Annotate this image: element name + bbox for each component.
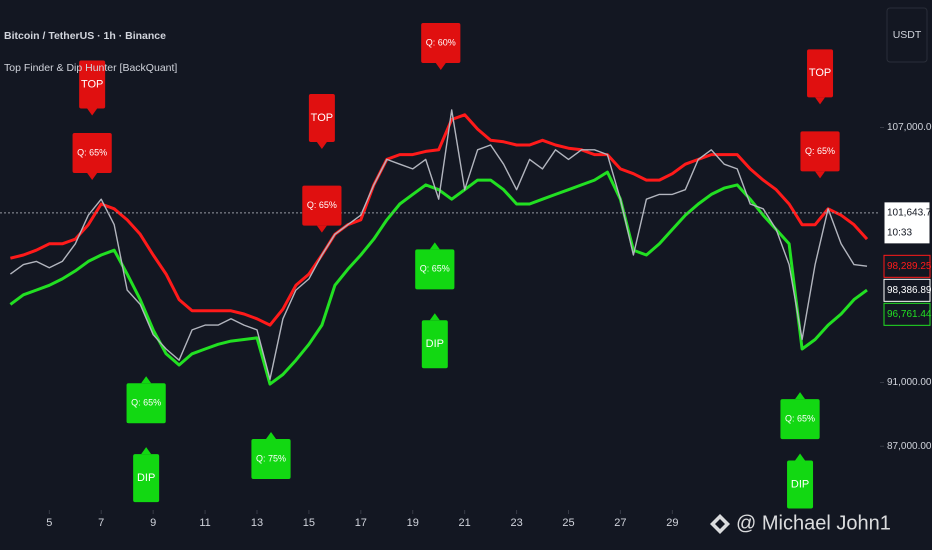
signal-pointer	[815, 171, 826, 179]
signal-text: Q: 60%	[426, 37, 456, 47]
signal-text: DIP	[426, 338, 444, 350]
signal-text: Q: 65%	[77, 147, 107, 157]
chart-title: Bitcoin / TetherUS · 1h · Binance	[4, 30, 166, 42]
signal-box	[787, 460, 814, 509]
signal-box	[72, 133, 112, 173]
price-tag-countdown: 10:33	[887, 228, 912, 239]
signal-label: TOP	[308, 93, 335, 149]
signal-text: DIP	[137, 472, 155, 484]
signal-pointer	[429, 313, 440, 321]
x-tick-label: 9	[150, 517, 156, 529]
signal-text: TOP	[81, 78, 103, 90]
x-tick-label: 7	[98, 517, 104, 529]
signal-label: Q: 65%	[780, 392, 820, 440]
series-line	[10, 113, 869, 327]
signal-label: DIP	[787, 453, 814, 509]
price-tag	[883, 201, 931, 245]
watermark-logo	[710, 514, 730, 534]
signal-text: TOP	[311, 112, 333, 124]
price-tag-label: 96,761.44	[887, 309, 932, 320]
indicator-name: Top Finder & Dip Hunter [BackQuant]	[4, 62, 177, 74]
watermark: @ Michael John1	[736, 512, 891, 534]
signal-box	[807, 49, 834, 98]
series-line	[9, 109, 868, 380]
signal-box	[302, 185, 342, 226]
signal-label: DIP	[421, 313, 448, 369]
currency-button[interactable]	[886, 7, 928, 63]
signal-label: TOP	[807, 49, 834, 105]
signal-pointer	[795, 392, 806, 400]
x-tick-label: 19	[407, 517, 419, 529]
price-tag	[883, 302, 931, 326]
signal-pointer	[316, 225, 327, 233]
price-tag-label: 98,289.25	[887, 261, 932, 272]
price-tag-label: 101,643.79	[887, 208, 932, 219]
signal-text: Q: 75%	[256, 453, 286, 463]
signal-text: Q: 65%	[420, 264, 450, 274]
plot-area: 5 7 9 11 13 15 17 19 21 23 25 27 29 Q: 60% TOP Q: 65% TO…	[0, 23, 880, 529]
signal-pointer	[266, 432, 277, 439]
x-tick-label: 21	[459, 517, 471, 529]
signal-text: Q: 65%	[131, 398, 161, 408]
currency-label[interactable]: USDT	[893, 29, 922, 41]
y-tick-label: 87,000.00	[887, 441, 932, 452]
signal-label: Q: 65%	[126, 376, 166, 424]
signal-label: TOP	[79, 60, 106, 116]
price-tag	[883, 254, 931, 278]
x-tick-label: 23	[510, 517, 522, 529]
signal-box	[780, 399, 820, 440]
signal-box	[421, 23, 461, 64]
signal-pointer	[815, 97, 826, 105]
signal-pointer	[87, 108, 98, 116]
x-tick-label: 29	[666, 517, 678, 529]
signal-box	[133, 454, 160, 503]
y-tick-label: 107,000.00	[887, 122, 932, 133]
signal-text: Q: 65%	[805, 146, 835, 156]
signal-label: Q: 65%	[800, 131, 840, 179]
signal-box	[126, 383, 166, 424]
signal-pointer	[429, 242, 440, 250]
signal-box	[421, 320, 448, 369]
signal-label: Q: 65%	[72, 133, 112, 180]
signal-text: Q: 65%	[785, 414, 815, 424]
x-tick-label: 15	[303, 517, 315, 529]
signal-pointer	[87, 173, 98, 180]
signal-text: Q: 65%	[307, 200, 337, 210]
signal-box	[800, 131, 840, 172]
signal-label: Q: 75%	[251, 432, 291, 479]
series-line	[9, 170, 868, 386]
signal-box	[308, 93, 335, 142]
price-tag	[883, 278, 931, 302]
signal-pointer	[141, 376, 152, 384]
signal-text: DIP	[791, 478, 809, 490]
price-tag-label: 98,386.89	[887, 285, 932, 296]
x-tick-label: 13	[251, 517, 263, 529]
signal-label: Q: 65%	[302, 185, 342, 233]
signal-label: DIP	[133, 447, 160, 503]
signal-box	[251, 439, 291, 479]
signal-label: Q: 60%	[421, 23, 461, 71]
y-tick-label: 91,000.00	[887, 377, 932, 388]
signal-label: Q: 65%	[415, 242, 455, 290]
signal-box	[79, 60, 106, 109]
x-tick-label: 11	[199, 517, 210, 529]
signal-pointer	[435, 63, 446, 71]
signal-box	[415, 249, 455, 290]
x-tick-label: 27	[614, 517, 626, 529]
x-tick-label: 5	[46, 517, 52, 529]
signal-text: TOP	[809, 67, 831, 79]
signal-pointer	[141, 447, 152, 455]
signal-pointer	[316, 141, 327, 149]
x-tick-label: 25	[562, 517, 574, 529]
x-tick-label: 17	[355, 517, 367, 529]
signal-pointer	[795, 453, 806, 461]
